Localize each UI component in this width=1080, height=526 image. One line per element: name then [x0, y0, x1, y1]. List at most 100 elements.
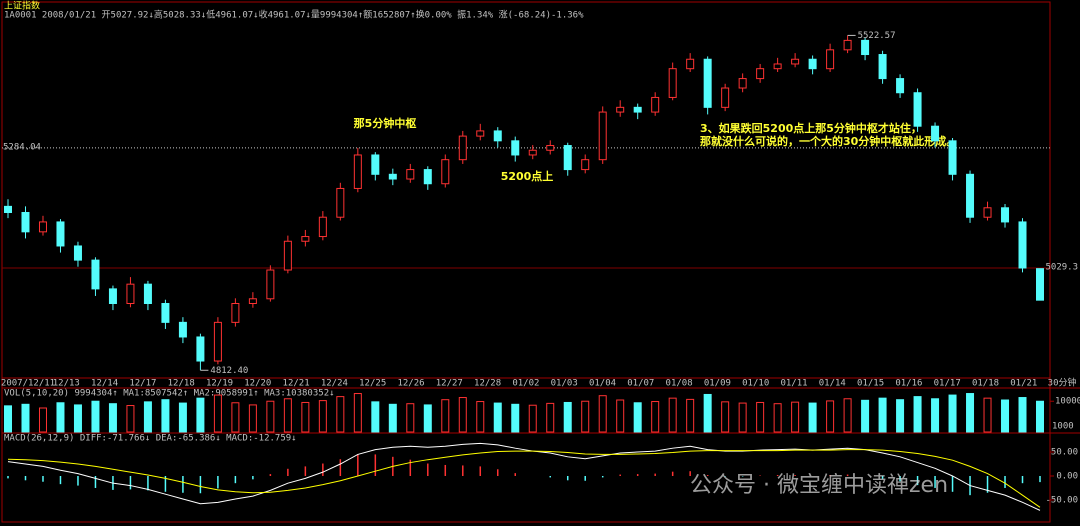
x-tick-label: 01/03	[551, 379, 578, 389]
volume-bar	[1018, 397, 1027, 433]
x-tick-label: 01/18	[972, 379, 999, 389]
volume-bar	[983, 397, 992, 433]
volume-bar	[371, 401, 380, 433]
candle-body	[826, 49, 835, 70]
volume-bar	[388, 403, 397, 433]
macd-header: MACD(26,12,9) DIFF:-71.766↓ DEA:-65.386↓…	[4, 434, 297, 444]
candle-body	[353, 154, 362, 189]
x-tick-label: 12/20	[244, 379, 271, 389]
candle-body	[458, 135, 467, 161]
candle-body	[791, 58, 800, 65]
volume-bar	[948, 394, 957, 433]
volume-bar	[196, 397, 205, 433]
candle-body	[21, 211, 30, 233]
volume-bar	[826, 400, 835, 433]
candle-body	[546, 145, 555, 151]
candle-body	[773, 63, 782, 70]
volume-bar	[213, 394, 222, 433]
candle-body	[423, 169, 432, 185]
volume-bar	[651, 401, 660, 433]
volume-bar	[913, 396, 922, 433]
x-tick-label: 12/19	[206, 379, 233, 389]
volume-bar	[791, 401, 800, 433]
candle-body	[878, 54, 887, 80]
volume-bar	[248, 404, 257, 433]
volume-bar	[266, 400, 275, 433]
ref-label: 5284.04	[3, 142, 41, 152]
x-tick-label: 12/13	[53, 379, 80, 389]
candle-body	[931, 125, 940, 142]
volume-bar	[73, 404, 82, 433]
x-tick-label: 12/17	[129, 379, 156, 389]
annotation: 那5分钟中枢	[354, 116, 417, 130]
volume-bar	[511, 403, 520, 433]
volume-bar	[843, 398, 852, 433]
volume-bar	[476, 401, 485, 433]
candle-body	[808, 58, 817, 70]
candle-body	[196, 336, 205, 362]
candle-body	[406, 169, 415, 180]
candle-body	[1001, 207, 1010, 223]
candle-body	[686, 58, 695, 70]
candle-body	[511, 140, 520, 156]
candle-body	[738, 78, 747, 89]
x-tick-label: 12/18	[168, 379, 195, 389]
candle-body	[896, 78, 905, 94]
candle-body	[4, 205, 12, 213]
volume-bar	[966, 393, 975, 433]
volume-bar	[896, 399, 905, 433]
candle-body	[231, 302, 240, 323]
volume-bar	[546, 402, 555, 433]
candle-body	[126, 283, 135, 304]
watermark: 公众号 · 微宝缠中读禅zen	[690, 473, 948, 498]
candle-body	[581, 159, 590, 171]
candle-body	[966, 173, 975, 218]
volume-bar	[283, 398, 292, 433]
candle-body	[616, 106, 625, 113]
candle-body	[843, 39, 852, 51]
volume-bar	[1001, 399, 1010, 433]
volume-bar	[668, 397, 677, 433]
dea-line	[7, 449, 1041, 508]
candle-body	[1018, 221, 1027, 269]
volume-bar	[493, 402, 502, 433]
candle-body	[948, 140, 957, 175]
candle-body	[598, 111, 607, 161]
x-tick-label: 01/17	[934, 379, 961, 389]
annotation: 那就没什么可说的，一个大的30分钟中枢就此形成。	[700, 134, 957, 148]
candle-body	[213, 321, 222, 362]
vol-tick-label: 100000	[1055, 397, 1080, 407]
volume-bar	[598, 395, 607, 433]
x-tick-label: 12/24	[321, 379, 348, 389]
chart-title: 上证指数	[4, 0, 40, 12]
candle-body	[493, 130, 502, 142]
candle-body	[861, 39, 870, 56]
candle-body	[318, 216, 327, 238]
volume-bar	[406, 403, 415, 433]
volume-bar	[108, 403, 117, 433]
x-tick-label: 01/04	[589, 379, 616, 389]
volume-bar	[441, 399, 450, 433]
candle-body	[283, 240, 292, 271]
candle-body	[371, 154, 380, 175]
x-tick-label: 2007/12/11	[1, 379, 55, 389]
x-tick-label: 01/14	[819, 379, 846, 389]
candle-body	[983, 207, 992, 218]
candle-body	[161, 302, 170, 323]
candle-body	[756, 68, 765, 80]
vol-unit: 1000	[1052, 422, 1074, 432]
volume-bar	[178, 402, 187, 433]
candle-body	[266, 269, 275, 300]
volume-bar	[458, 397, 467, 433]
volume-bar	[91, 400, 100, 433]
volume-bar	[931, 398, 940, 433]
volume-bar	[231, 402, 240, 433]
volume-bar	[563, 401, 572, 433]
volume-bar	[528, 404, 537, 433]
candle-body	[143, 283, 152, 304]
x-tick-label: 01/15	[857, 379, 884, 389]
x-tick-label: 01/11	[780, 379, 807, 389]
volume-bar	[808, 402, 817, 433]
extreme-label: 4812.40	[210, 366, 248, 376]
